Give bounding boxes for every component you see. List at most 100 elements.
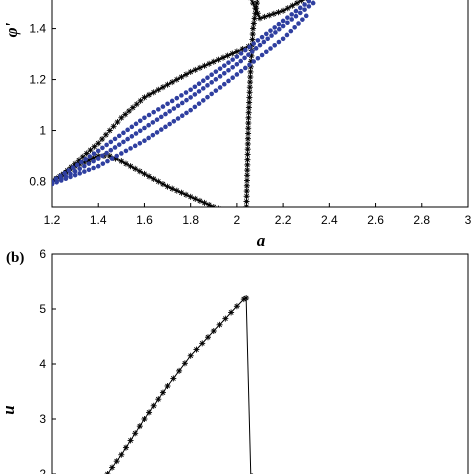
series-point [193, 346, 200, 353]
series-point [163, 124, 168, 130]
point-stroke [123, 161, 129, 167]
series-point [87, 147, 94, 154]
series-point [221, 63, 227, 68]
series-point [77, 171, 83, 176]
series-point [58, 178, 64, 183]
point-stroke [205, 334, 211, 340]
series-point [273, 30, 278, 35]
series-point [188, 107, 193, 113]
point-stroke [169, 79, 175, 85]
series-point [114, 153, 120, 159]
point-stroke [91, 144, 97, 150]
point-stroke [115, 119, 120, 125]
series-point [298, 0, 305, 4]
series-point [246, 84, 253, 91]
point-stroke [251, 21, 257, 26]
point-stroke [225, 53, 231, 59]
point-stroke [183, 72, 189, 77]
point-stroke [160, 390, 166, 396]
series-point [159, 389, 166, 396]
series-point [150, 132, 156, 138]
series-point [150, 175, 157, 182]
point-stroke [122, 111, 128, 117]
series-point [183, 71, 190, 78]
point-stroke [280, 8, 286, 14]
series-point [63, 176, 69, 182]
series-point [137, 140, 143, 146]
series-point [280, 23, 286, 29]
series-point [297, 10, 303, 16]
series-point [289, 2, 296, 9]
point-stroke [217, 322, 222, 328]
point-stroke [245, 125, 251, 131]
series-point [200, 86, 206, 91]
series-point [113, 458, 120, 465]
point-stroke [134, 101, 140, 107]
series-line [245, 297, 254, 474]
series-point [289, 12, 294, 17]
point-stroke [155, 179, 161, 184]
series-point [259, 34, 265, 40]
series-point [183, 90, 189, 95]
series-point [265, 36, 271, 42]
series-point [250, 25, 257, 32]
series-point [244, 167, 251, 174]
series-point [245, 104, 252, 111]
point-stroke [137, 423, 143, 429]
series-point [206, 201, 213, 207]
series-point [74, 162, 80, 168]
series-point [192, 66, 199, 73]
x-tick-label: 1.6 [136, 213, 153, 227]
series-point [72, 172, 78, 178]
x-tick-label: 2.6 [367, 213, 384, 227]
series-point [62, 170, 67, 176]
series-point [86, 167, 92, 173]
series-point [141, 416, 148, 422]
series-point [109, 464, 116, 471]
series-point [243, 193, 250, 200]
series-point [280, 7, 287, 14]
point-stroke [246, 115, 251, 121]
series-point [154, 117, 160, 122]
plot-frame-b [51, 253, 469, 474]
series-point [154, 130, 160, 135]
series-point [293, 8, 299, 14]
point-stroke [245, 131, 251, 136]
series-point [137, 128, 143, 134]
point-stroke [245, 120, 251, 126]
series-point [213, 69, 219, 74]
series-point [165, 101, 170, 107]
series-point [199, 340, 206, 347]
x-tick-label: 1.2 [44, 213, 61, 227]
chart-panel-b: (b) 2 3 4 5 6 u [0, 247, 469, 474]
series-point [238, 58, 244, 64]
series-point [184, 110, 189, 116]
point-stroke [247, 89, 253, 95]
series-point [52, 181, 55, 187]
series-point [95, 163, 101, 169]
point-stroke [266, 12, 272, 18]
series-point [242, 47, 248, 53]
series-point [99, 136, 106, 143]
series-point [238, 68, 244, 74]
series-point [163, 111, 168, 117]
point-stroke [255, 10, 261, 16]
series-point [70, 165, 76, 170]
point-stroke [229, 51, 235, 56]
series-point [187, 68, 194, 75]
series-point [164, 383, 171, 389]
point-stroke [155, 87, 161, 93]
series-point [174, 95, 180, 101]
point-stroke [169, 186, 175, 192]
point-stroke [257, 15, 263, 21]
series-point [276, 39, 282, 45]
series-point [136, 168, 143, 175]
point-stroke [246, 94, 252, 100]
point-stroke [84, 151, 90, 156]
series-point [272, 42, 278, 48]
series-point [268, 46, 273, 51]
point-stroke [160, 181, 166, 187]
point-stroke [246, 100, 252, 105]
y-tick-label: 4 [39, 357, 46, 371]
point-stroke [197, 65, 203, 71]
